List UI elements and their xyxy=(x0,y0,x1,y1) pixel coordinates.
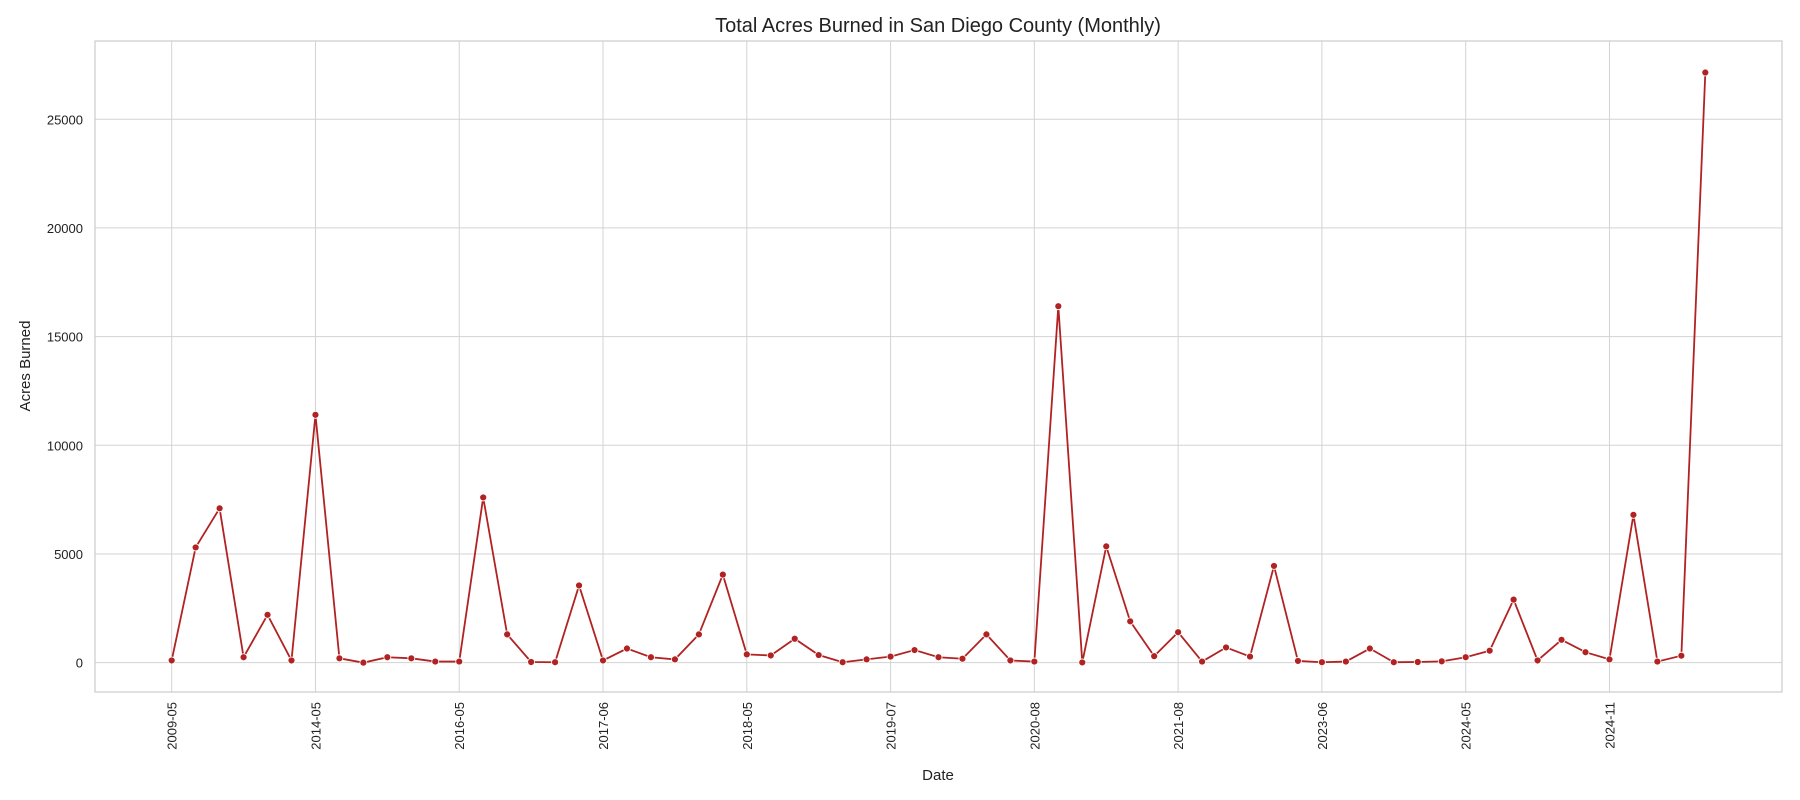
data-line xyxy=(170,72,1707,664)
data-point xyxy=(838,658,847,667)
data-point xyxy=(1389,658,1398,667)
data-point xyxy=(479,493,488,502)
data-point xyxy=(335,654,344,663)
data-point xyxy=(934,653,943,662)
data-point xyxy=(1653,657,1662,666)
x-tick-label: 2020-08 xyxy=(1027,702,1042,750)
data-point xyxy=(790,634,799,643)
data-point xyxy=(647,653,655,662)
x-tick-label: 2018-05 xyxy=(740,702,755,750)
data-point xyxy=(886,652,895,661)
y-tick-label: 0 xyxy=(76,656,83,671)
data-point xyxy=(1437,657,1446,666)
data-point xyxy=(1198,657,1206,666)
data-point xyxy=(1270,562,1278,570)
data-point xyxy=(1126,617,1135,626)
data-point xyxy=(1174,628,1183,637)
data-point xyxy=(503,630,512,639)
data-point xyxy=(1006,656,1015,665)
data-point xyxy=(1341,657,1350,666)
y-tick-label: 15000 xyxy=(47,330,83,345)
data-point xyxy=(167,656,176,665)
data-point xyxy=(958,654,967,663)
y-tick-label: 5000 xyxy=(54,547,83,562)
data-point xyxy=(1150,652,1159,661)
data-point xyxy=(311,410,320,419)
data-point xyxy=(1246,652,1254,661)
data-point xyxy=(694,630,703,639)
data-point xyxy=(766,651,775,660)
data-point xyxy=(1461,653,1470,662)
data-point xyxy=(287,656,296,665)
data-point xyxy=(1557,635,1566,644)
data-point xyxy=(383,653,392,662)
data-point xyxy=(718,570,727,579)
data-point xyxy=(359,658,368,667)
x-tick-label: 2016-05 xyxy=(452,702,467,750)
data-point xyxy=(1605,655,1614,664)
x-tick-label: 2009-05 xyxy=(165,702,180,750)
data-point xyxy=(1054,302,1063,311)
data-point xyxy=(982,630,991,639)
data-point xyxy=(1677,651,1686,660)
data-point xyxy=(575,581,583,590)
x-tick-label: 2024-05 xyxy=(1459,702,1474,750)
data-point xyxy=(671,655,679,664)
data-point xyxy=(1294,657,1302,665)
y-tick-label: 20000 xyxy=(47,221,83,236)
chart-title: Total Acres Burned in San Diego County (… xyxy=(715,15,1161,37)
y-tick-label: 10000 xyxy=(47,438,83,453)
data-point xyxy=(431,657,440,666)
data-point xyxy=(1078,658,1087,667)
data-point xyxy=(1318,658,1326,667)
x-tick-label: 2019-07 xyxy=(884,702,899,750)
data-point xyxy=(599,656,607,665)
data-point xyxy=(527,658,536,666)
x-axis-label: Date xyxy=(922,767,954,784)
data-point xyxy=(239,653,248,662)
data-point xyxy=(742,650,751,659)
data-point xyxy=(1509,595,1518,604)
data-point xyxy=(1485,646,1494,655)
data-point xyxy=(1102,542,1111,551)
data-point xyxy=(263,610,272,619)
x-tick-label: 2017-06 xyxy=(596,702,611,750)
x-tick-label: 2024-11 xyxy=(1602,702,1617,749)
data-point xyxy=(623,644,631,653)
data-point xyxy=(1629,510,1638,519)
data-point xyxy=(455,657,464,666)
data-point xyxy=(910,646,919,654)
data-point xyxy=(1222,643,1230,652)
data-point xyxy=(862,655,871,664)
data-point xyxy=(1030,657,1039,666)
y-axis-label: Acres Burned xyxy=(17,321,34,412)
data-point xyxy=(191,543,200,552)
y-tick-label: 25000 xyxy=(47,112,83,127)
data-point xyxy=(1701,68,1710,77)
data-point xyxy=(814,651,823,659)
data-point xyxy=(1413,658,1422,666)
x-tick-label: 2021-08 xyxy=(1171,702,1186,750)
data-point xyxy=(1581,648,1590,657)
data-point xyxy=(215,504,224,513)
data-point xyxy=(551,658,559,667)
data-point xyxy=(407,654,416,663)
x-tick-label: 2023-06 xyxy=(1315,702,1330,750)
x-tick-label: 2014-05 xyxy=(308,702,323,750)
plot-frame xyxy=(94,40,1783,693)
data-point xyxy=(1365,644,1374,653)
data-point xyxy=(1533,656,1542,665)
